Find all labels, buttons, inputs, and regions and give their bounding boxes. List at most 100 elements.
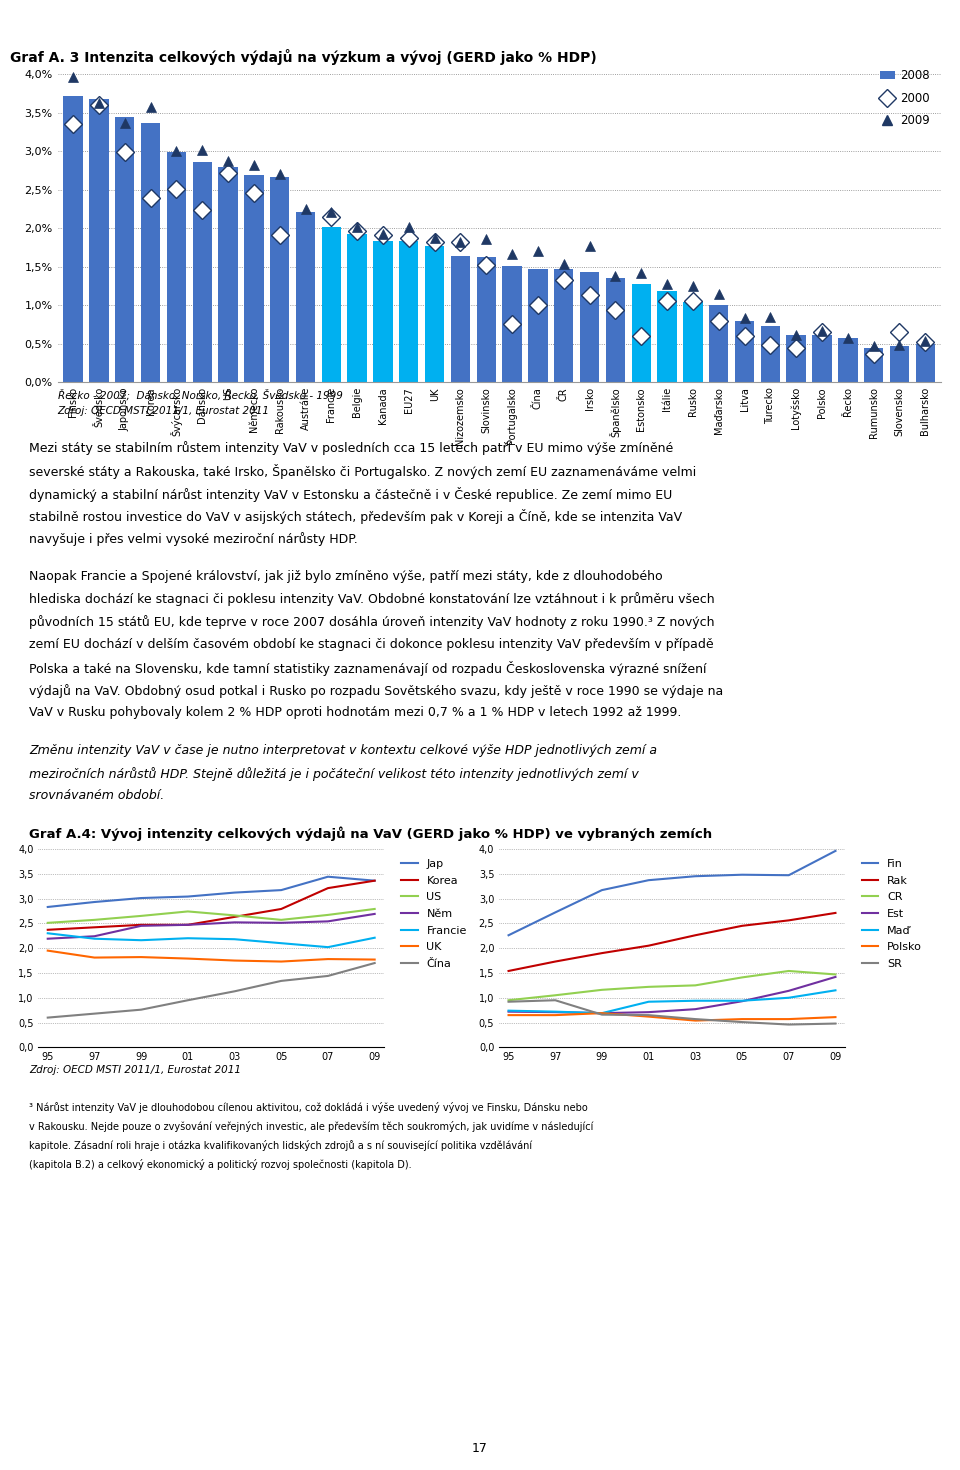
UK: [228, 951, 240, 969]
Text: Polska a také na Slovensku, kde tamní statistiky zaznamenávají od rozpadu Českos: Polska a také na Slovensku, kde tamní st…: [29, 660, 707, 676]
Francie: [135, 932, 147, 950]
Francie: [323, 938, 334, 956]
UK: [323, 950, 334, 967]
Něm: [42, 931, 54, 948]
Est: [503, 1003, 515, 1020]
Text: Změnu intenzity VaV v čase je nutno interpretovat v kontextu celkové výše HDP je: Změnu intenzity VaV v čase je nutno inte…: [29, 744, 657, 757]
Line: CR: CR: [509, 972, 835, 1000]
Polsko: [783, 1010, 795, 1028]
Čína: [369, 954, 380, 972]
Fin: [643, 872, 655, 889]
SR: [736, 1013, 748, 1030]
Text: severské státy a Rakouska, také Irsko, Španělsko či Portugalsko. Z nových zemí E: severské státy a Rakouska, také Irsko, Š…: [29, 465, 696, 479]
Korea: [369, 872, 380, 889]
Est: [596, 1004, 608, 1022]
Bar: [451, 256, 470, 382]
Něm: [323, 913, 334, 931]
Bar: [89, 98, 108, 382]
Čína: [135, 1001, 147, 1019]
Line: Fin: Fin: [509, 851, 835, 935]
Bar: [348, 234, 367, 382]
Text: ³ Nárůst intenzity VaV je dlouhodobou cílenou aktivitou, což dokládá i výše uved: ³ Nárůst intenzity VaV je dlouhodobou cí…: [29, 1101, 588, 1113]
Bar: [916, 344, 935, 382]
Francie: [369, 929, 380, 947]
CR: [643, 978, 655, 995]
Bar: [141, 123, 160, 382]
SR: [829, 1014, 841, 1032]
Est: [689, 1001, 701, 1019]
Bar: [606, 278, 625, 382]
Jap: [42, 898, 54, 916]
Fin: [596, 882, 608, 900]
Bar: [115, 118, 134, 382]
Fin: [549, 904, 561, 922]
CR: [596, 980, 608, 998]
Legend: 2008, 2000, 2009: 2008, 2000, 2009: [876, 65, 935, 132]
Bar: [632, 284, 651, 382]
Text: Graf A.4: Vývoj intenzity celkových výdajů na VaV (GERD jako % HDP) ve vybraných: Graf A.4: Vývoj intenzity celkových výda…: [29, 826, 712, 841]
Francie: [42, 925, 54, 942]
Text: (kapitola B.2) a celkový ekonomický a politický rozvoj společnosti (kapitola D).: (kapitola B.2) a celkový ekonomický a po…: [29, 1158, 412, 1170]
CR: [503, 991, 515, 1008]
Čína: [42, 1008, 54, 1026]
Text: 17: 17: [472, 1442, 488, 1455]
Bar: [63, 96, 83, 382]
Bar: [528, 269, 547, 382]
Rak: [689, 926, 701, 944]
US: [182, 903, 194, 920]
Polsko: [503, 1007, 515, 1025]
Maď: [736, 992, 748, 1010]
Korea: [42, 922, 54, 939]
US: [135, 907, 147, 925]
Text: Naopak Francie a Spojené království, jak již bylo zmíněno výše, patří mezi státy: Naopak Francie a Spojené království, jak…: [29, 569, 662, 582]
Maď: [689, 992, 701, 1010]
US: [88, 911, 100, 929]
Fin: [783, 866, 795, 883]
Bar: [554, 269, 573, 382]
Fin: [503, 926, 515, 944]
Rak: [783, 911, 795, 929]
Francie: [276, 935, 287, 953]
Bar: [167, 151, 186, 382]
Line: UK: UK: [48, 951, 374, 961]
Bar: [322, 226, 341, 382]
Bar: [399, 241, 419, 382]
Text: dynamický a stabilní nárůst intenzity VaV v Estonsku a částečně i v České republ: dynamický a stabilní nárůst intenzity Va…: [29, 487, 672, 501]
Rak: [829, 904, 841, 922]
Fin: [689, 867, 701, 885]
Legend: Jap, Korea, US, Něm, Francie, UK, Čína: Jap, Korea, US, Něm, Francie, UK, Čína: [396, 854, 471, 973]
Line: Francie: Francie: [48, 933, 374, 947]
US: [276, 911, 287, 929]
Text: navyšuje i přes velmi vysoké meziroční nárůsty HDP.: navyšuje i přes velmi vysoké meziroční n…: [29, 532, 357, 547]
Line: Něm: Něm: [48, 914, 374, 939]
Bar: [864, 347, 883, 382]
Bar: [476, 257, 496, 382]
Fin: [736, 866, 748, 883]
CR: [783, 963, 795, 980]
Est: [736, 992, 748, 1010]
Maď: [643, 992, 655, 1010]
Maď: [783, 989, 795, 1007]
Francie: [88, 931, 100, 948]
Bar: [218, 168, 238, 382]
Text: Mezi státy se stabilním růstem intenzity VaV v posledních cca 15 letech patří v : Mezi státy se stabilním růstem intenzity…: [29, 441, 673, 456]
Něm: [276, 914, 287, 932]
Korea: [323, 879, 334, 897]
Line: Rak: Rak: [509, 913, 835, 972]
Bar: [270, 176, 289, 382]
SR: [783, 1016, 795, 1033]
Text: VaV v Rusku pohybovaly kolem 2 % HDP oproti hodnotám mezi 0,7 % a 1 % HDP v lete: VaV v Rusku pohybovaly kolem 2 % HDP opr…: [29, 706, 682, 719]
Francie: [228, 931, 240, 948]
Maď: [829, 982, 841, 1000]
Něm: [369, 906, 380, 923]
Line: Est: Est: [509, 978, 835, 1013]
Line: US: US: [48, 908, 374, 923]
Rak: [596, 944, 608, 961]
Rak: [643, 936, 655, 954]
Jap: [276, 882, 287, 900]
Maď: [596, 1004, 608, 1022]
Bar: [890, 345, 909, 382]
UK: [276, 953, 287, 970]
Text: Zdroj: OECD MSTI 2011/1, Eurostat 2011: Zdroj: OECD MSTI 2011/1, Eurostat 2011: [29, 1064, 241, 1075]
SR: [643, 1007, 655, 1025]
